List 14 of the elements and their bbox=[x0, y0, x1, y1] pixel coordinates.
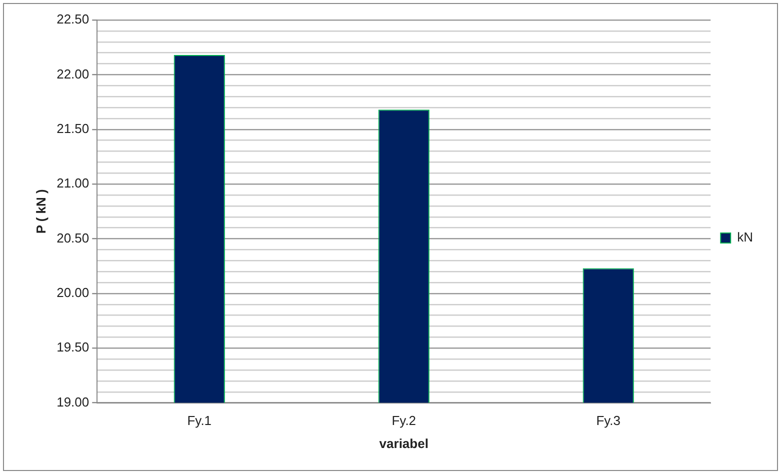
y-tick-label: 20.00 bbox=[56, 285, 90, 300]
y-tick-label: 22.50 bbox=[56, 12, 90, 27]
x-tick-label: Fy.2 bbox=[392, 413, 416, 428]
legend-label: kN bbox=[737, 230, 753, 245]
y-axis-title: P ( kN ) bbox=[33, 189, 48, 234]
y-tick-label: 22.00 bbox=[56, 66, 90, 82]
y-tick-label: 21.00 bbox=[56, 176, 90, 191]
text: 19.00 bbox=[56, 394, 90, 410]
x-tick-label: Fy.1 bbox=[187, 413, 212, 428]
y-tick-label: 21.50 bbox=[56, 120, 90, 136]
y-tick-label: 19.50 bbox=[56, 340, 90, 355]
y-tick-label: 20.50 bbox=[56, 230, 90, 246]
x-tick-label: Fy.3 bbox=[596, 413, 621, 428]
x-axis-title: variabel bbox=[379, 436, 428, 451]
